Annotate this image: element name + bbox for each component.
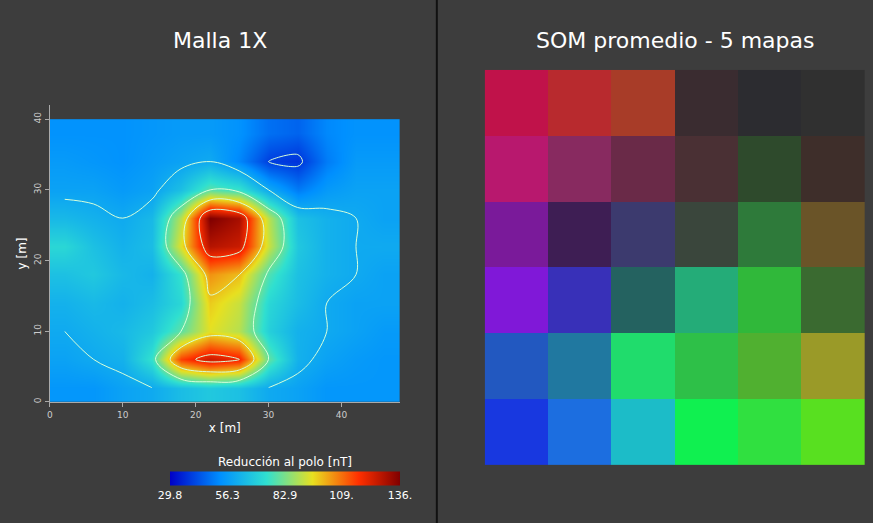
svg-text:40: 40 (33, 112, 43, 124)
svg-text:Malla 1X: Malla 1X (173, 28, 267, 53)
svg-text:y [m]: y [m] (15, 237, 29, 269)
svg-text:Reducción al polo [nT]: Reducción al polo [nT] (218, 455, 352, 469)
svg-text:x [m]: x [m] (209, 421, 241, 435)
svg-text:10: 10 (117, 410, 129, 420)
svg-text:29.8: 29.8 (158, 489, 183, 502)
svg-text:10: 10 (33, 324, 43, 336)
svg-text:20: 20 (190, 410, 202, 420)
svg-text:136.: 136. (388, 489, 413, 502)
svg-text:56.3: 56.3 (215, 489, 240, 502)
svg-text:82.9: 82.9 (273, 489, 298, 502)
svg-text:20: 20 (33, 253, 43, 265)
svg-text:0: 0 (47, 410, 53, 420)
svg-text:SOM promedio - 5 mapas: SOM promedio - 5 mapas (536, 28, 814, 53)
svg-text:30: 30 (263, 410, 275, 420)
svg-text:109.: 109. (329, 489, 354, 502)
svg-text:0: 0 (33, 397, 43, 403)
svg-text:30: 30 (33, 183, 43, 195)
svg-text:40: 40 (336, 410, 348, 420)
